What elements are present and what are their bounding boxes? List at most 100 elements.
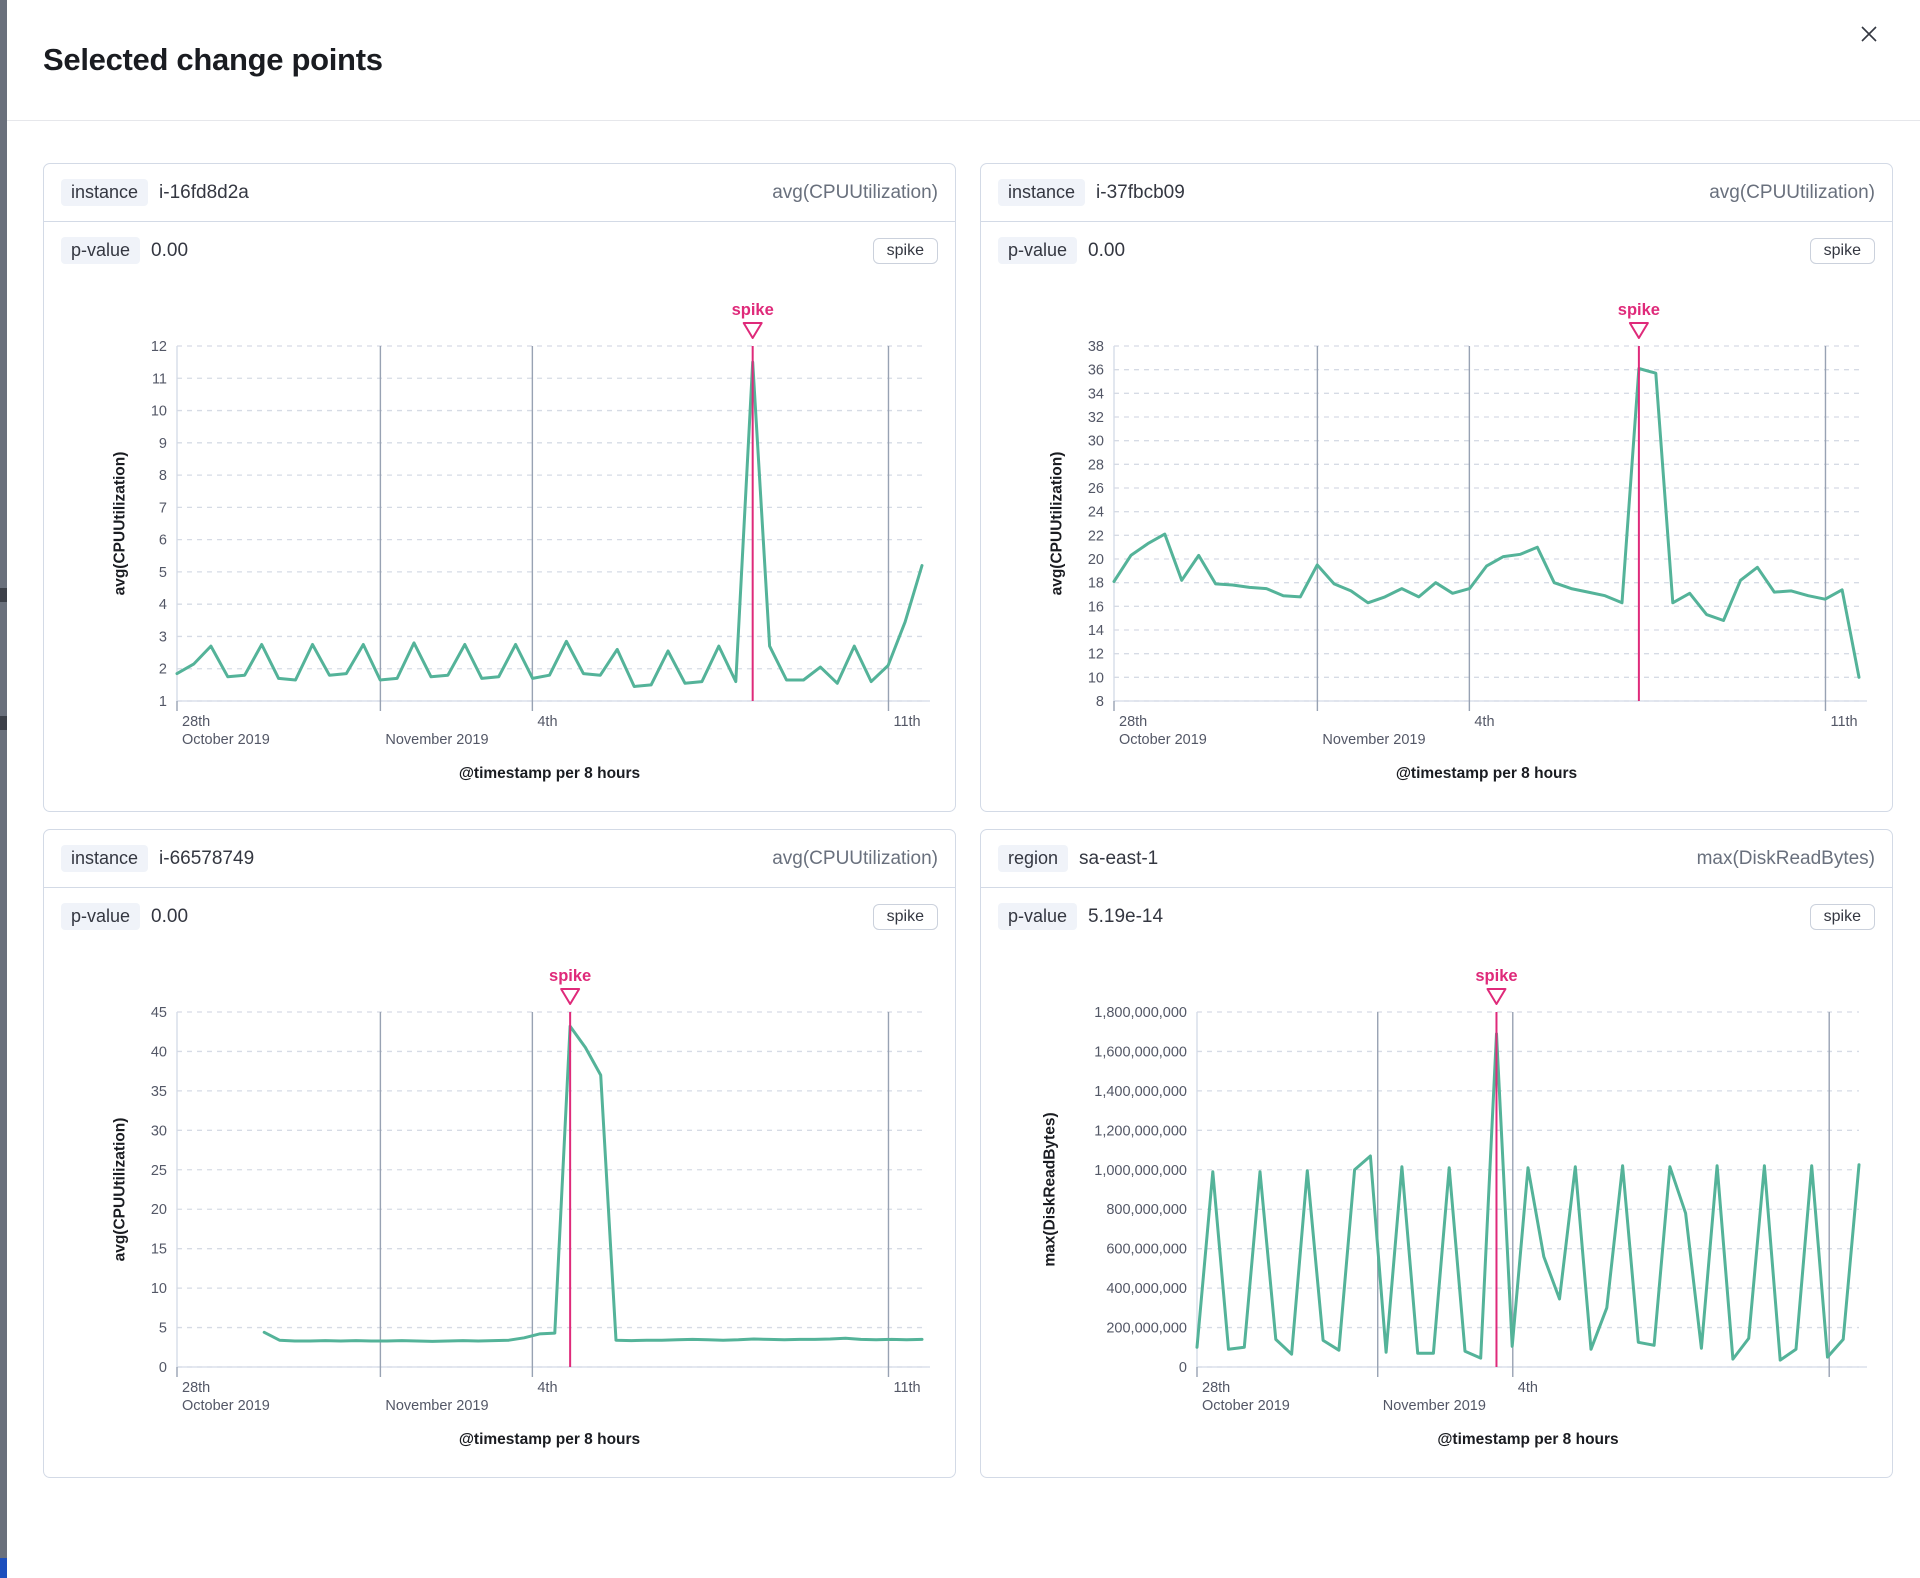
change-type-badge[interactable]: spike xyxy=(1809,903,1875,930)
svg-text:11: 11 xyxy=(151,371,166,387)
svg-text:10: 10 xyxy=(1087,670,1103,686)
card-subheader-row: p-value 0.00 spike xyxy=(44,888,955,945)
card-header-row: instance i-66578749 avg(CPUUtilization) xyxy=(44,830,955,888)
svg-text:5: 5 xyxy=(158,565,166,581)
svg-text:October 2019: October 2019 xyxy=(1202,1398,1290,1414)
svg-text:November 2019: November 2019 xyxy=(385,732,488,748)
modal-title: Selected change points xyxy=(43,42,383,77)
field-value: sa-east-1 xyxy=(1079,847,1159,869)
svg-text:7: 7 xyxy=(158,500,166,516)
change-type-badge[interactable]: spike xyxy=(872,903,938,930)
svg-text:11th: 11th xyxy=(893,714,920,730)
close-icon xyxy=(1861,26,1877,42)
svg-text:24: 24 xyxy=(1087,505,1103,521)
card-header-row: instance i-16fd8d2a avg(CPUUtilization) xyxy=(44,164,955,222)
svg-text:28th: 28th xyxy=(1202,1380,1230,1396)
y-axis-title: avg(CPUUtilization) xyxy=(111,1118,128,1262)
x-axis-title: @timestamp per 8 hours xyxy=(1437,1431,1618,1448)
series-line xyxy=(1112,367,1860,679)
svg-text:11th: 11th xyxy=(893,1380,920,1396)
field-value: i-37fbcb09 xyxy=(1096,181,1185,203)
background-fragment xyxy=(0,716,7,730)
svg-text:20: 20 xyxy=(150,1202,166,1218)
change-point-card: instance i-37fbcb09 avg(CPUUtilization) … xyxy=(980,163,1893,812)
svg-text:15: 15 xyxy=(150,1242,166,1258)
p-value-badge: p-value xyxy=(61,237,141,264)
svg-text:14: 14 xyxy=(1087,623,1103,639)
metric-name: avg(CPUUtilization) xyxy=(1709,181,1875,203)
y-axis-title: avg(CPUUtilization) xyxy=(111,452,128,596)
change-point-chart: 0 5 10 15 20 25 30 35 40 45 28th October 2019 Novemb… xyxy=(111,967,930,1448)
svg-text:400,000,000: 400,000,000 xyxy=(1106,1281,1187,1297)
series-line xyxy=(262,1024,923,1343)
chart-canvas: 0 200,000,000 400,000,000 600,000,000 800,00… xyxy=(999,945,1875,1455)
background-fragment xyxy=(0,588,7,602)
x-axis-title: @timestamp per 8 hours xyxy=(458,765,639,782)
svg-text:9: 9 xyxy=(158,436,166,452)
svg-text:1,600,000,000: 1,600,000,000 xyxy=(1094,1044,1187,1060)
series-line xyxy=(175,360,923,688)
svg-text:28th: 28th xyxy=(182,714,210,730)
svg-text:6: 6 xyxy=(158,533,166,549)
svg-text:11th: 11th xyxy=(1830,714,1857,730)
svg-text:45: 45 xyxy=(150,1005,166,1021)
svg-text:600,000,000: 600,000,000 xyxy=(1106,1242,1187,1258)
svg-text:4: 4 xyxy=(158,597,166,613)
spike-annotation-label: spike xyxy=(549,967,591,985)
spike-annotation-label: spike xyxy=(1617,301,1659,319)
svg-text:12: 12 xyxy=(1087,647,1103,663)
svg-text:8: 8 xyxy=(1095,694,1103,710)
svg-text:4th: 4th xyxy=(1474,714,1494,730)
svg-text:4th: 4th xyxy=(537,1380,557,1396)
svg-text:30: 30 xyxy=(1087,434,1103,450)
y-axis-title: max(DiskReadBytes) xyxy=(1041,1112,1058,1266)
chart-canvas: 8 10 12 14 16 18 20 22 24 26 28 30 32 34 36 38 28th Octob… xyxy=(999,279,1875,789)
field-value: i-16fd8d2a xyxy=(159,181,249,203)
spike-annotation-label: spike xyxy=(731,301,773,319)
chart-canvas: 1 2 3 4 5 6 7 8 9 10 11 12 28th October 2019 November … xyxy=(62,279,938,789)
svg-text:28th: 28th xyxy=(1119,714,1147,730)
svg-text:10: 10 xyxy=(150,1281,166,1297)
change-type-badge[interactable]: spike xyxy=(1809,237,1875,264)
change-points-grid: instance i-16fd8d2a avg(CPUUtilization) … xyxy=(43,163,1893,1478)
svg-text:4th: 4th xyxy=(537,714,557,730)
svg-text:10: 10 xyxy=(150,404,166,420)
svg-text:35: 35 xyxy=(150,1084,166,1100)
svg-text:36: 36 xyxy=(1087,363,1103,379)
p-value: 0.00 xyxy=(151,239,189,261)
card-header-row: instance i-37fbcb09 avg(CPUUtilization) xyxy=(981,164,1892,222)
svg-text:1,000,000,000: 1,000,000,000 xyxy=(1094,1163,1187,1179)
x-axis-title: @timestamp per 8 hours xyxy=(458,1431,639,1448)
x-axis-title: @timestamp per 8 hours xyxy=(1395,765,1576,782)
svg-text:20: 20 xyxy=(1087,552,1103,568)
svg-text:3: 3 xyxy=(158,629,166,645)
series-line xyxy=(1195,1032,1860,1362)
svg-text:0: 0 xyxy=(158,1360,166,1376)
svg-text:800,000,000: 800,000,000 xyxy=(1106,1202,1187,1218)
metric-name: avg(CPUUtilization) xyxy=(772,181,938,203)
svg-text:October 2019: October 2019 xyxy=(1119,732,1207,748)
svg-text:22: 22 xyxy=(1087,528,1103,544)
field-name-badge: instance xyxy=(61,845,149,872)
close-button[interactable] xyxy=(1854,19,1884,49)
change-type-badge[interactable]: spike xyxy=(872,237,938,264)
change-points-modal: Selected change points instance i-16fd8d… xyxy=(7,0,1920,1578)
p-value-badge: p-value xyxy=(61,903,141,930)
svg-text:2: 2 xyxy=(158,662,166,678)
card-subheader-row: p-value 0.00 spike xyxy=(981,222,1892,279)
modal-header: Selected change points xyxy=(7,0,1920,121)
svg-text:8: 8 xyxy=(158,468,166,484)
spike-marker-icon xyxy=(742,322,763,339)
svg-text:1,200,000,000: 1,200,000,000 xyxy=(1094,1123,1187,1139)
change-point-card: instance i-16fd8d2a avg(CPUUtilization) … xyxy=(43,163,956,812)
field-name-badge: instance xyxy=(61,179,149,206)
svg-text:25: 25 xyxy=(150,1163,166,1179)
p-value-badge: p-value xyxy=(998,237,1078,264)
p-value: 0.00 xyxy=(1088,239,1126,261)
svg-text:200,000,000: 200,000,000 xyxy=(1106,1321,1187,1337)
svg-text:34: 34 xyxy=(1087,386,1103,402)
change-point-chart: 8 10 12 14 16 18 20 22 24 26 28 30 32 34 36 38 28th Octob… xyxy=(1048,301,1867,782)
svg-text:40: 40 xyxy=(150,1044,166,1060)
svg-text:16: 16 xyxy=(1087,599,1103,615)
spike-marker-icon xyxy=(1485,988,1506,1005)
